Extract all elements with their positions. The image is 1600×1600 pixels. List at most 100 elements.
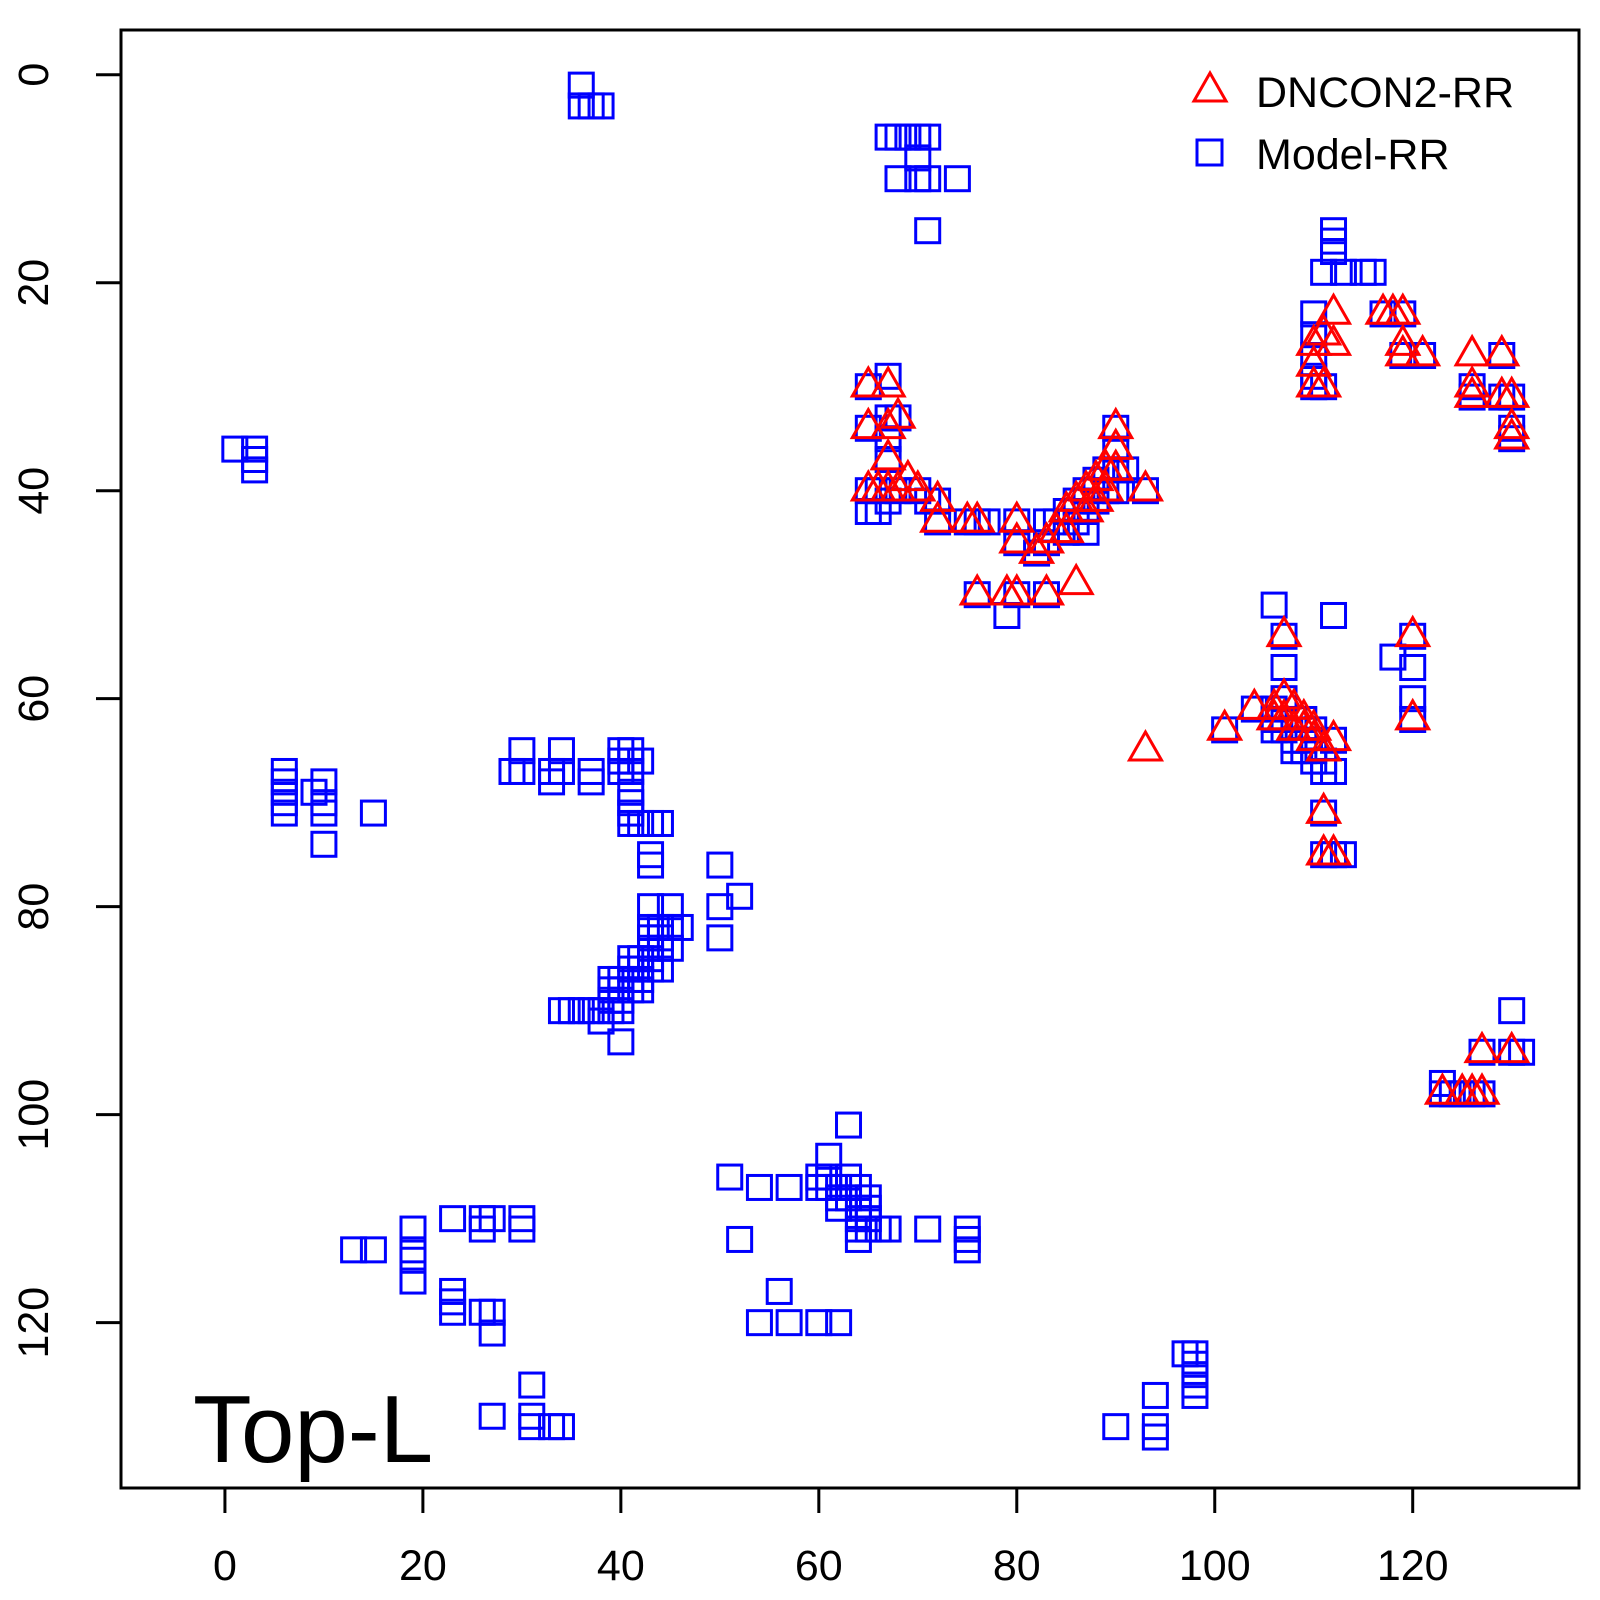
model-rr-point — [547, 1413, 575, 1441]
model-rr-point — [310, 830, 338, 858]
model-rr-point — [627, 747, 655, 775]
model-rr-point — [835, 1184, 863, 1212]
model-rr-point — [538, 768, 566, 796]
dncon2-rr-point — [1463, 1030, 1501, 1064]
model-rr-point — [745, 1309, 773, 1337]
dncon2-rr-point — [1384, 323, 1422, 356]
model-rr-point — [646, 955, 674, 983]
dncon2-rr-point — [869, 437, 907, 471]
dncon2-rr-point — [1295, 323, 1333, 356]
model-rr-point — [547, 757, 575, 785]
legend-label-model-rr: Model-RR — [1256, 131, 1450, 179]
dncon2-rr-point — [869, 406, 907, 440]
dncon2-rr-point — [1483, 333, 1521, 367]
dncon2-rr-point — [1305, 365, 1343, 398]
model-rr-point — [518, 1371, 546, 1399]
model-rr-point — [874, 362, 902, 390]
dncon2-rr-point — [919, 479, 957, 512]
dncon2-rr-point — [1453, 365, 1491, 398]
model-rr-point — [637, 851, 665, 879]
model-rr-point — [508, 1205, 536, 1233]
dncon2-rr-point — [1463, 1072, 1501, 1105]
dncon2-rr-point — [1017, 531, 1056, 564]
dncon2-rr-point — [958, 500, 996, 533]
model-rr-point — [765, 1277, 793, 1305]
model-rr-point — [508, 1215, 536, 1243]
dncon2-rr-point — [1126, 728, 1165, 762]
model-rr-point — [310, 799, 338, 827]
model-rr-point — [607, 997, 635, 1025]
dncon2-rr-point — [1493, 375, 1531, 408]
model-rr-point — [1320, 601, 1348, 629]
model-rr-point — [825, 1309, 853, 1337]
y-tick-label: 100 — [10, 1079, 58, 1151]
dncon2-rr-point — [1314, 323, 1353, 356]
model-rr-point — [478, 1402, 506, 1430]
y-tick-label: 80 — [10, 883, 58, 931]
dncon2-rr-point — [1314, 832, 1353, 866]
y-tick-label: 40 — [10, 467, 58, 515]
x-tick-label: 20 — [399, 1542, 447, 1590]
model-rr-point — [943, 165, 971, 193]
model-rr-point — [884, 165, 912, 193]
model-rr-point — [1498, 997, 1526, 1025]
model-rr-point — [1141, 1381, 1169, 1409]
model-rr-point — [646, 809, 674, 837]
legend: DNCON2-RR Model-RR — [1191, 69, 1514, 179]
x-tick-label: 80 — [993, 1542, 1041, 1590]
model-rr-point — [1102, 1413, 1130, 1441]
model-rr-point — [656, 934, 684, 962]
dncon2-rr-point — [1384, 333, 1422, 367]
dncon2-rr-point — [1097, 427, 1135, 460]
model-rr-point — [726, 882, 754, 910]
model-rr-point — [775, 1173, 803, 1201]
dncon2-rr-point — [998, 572, 1036, 606]
model-rr-point — [300, 778, 328, 806]
dncon2-rr-point — [879, 469, 917, 502]
model-rr-point — [241, 456, 269, 484]
model-rr-point — [577, 768, 605, 796]
dncon2-rr-point — [1027, 572, 1066, 606]
dncon2-rr-point — [1305, 791, 1343, 824]
dncon2-rr-point — [869, 365, 907, 398]
model-rr-point — [468, 1205, 496, 1233]
dncon2-rr-point — [998, 521, 1036, 554]
y-axis: 0 20 40 60 80 100 120 — [10, 63, 123, 1359]
model-rr-point — [706, 893, 734, 921]
dncon2-rr-point — [879, 396, 917, 429]
model-rr-point — [617, 747, 645, 775]
y-tick-label: 0 — [10, 63, 58, 87]
model-rr-point — [716, 1163, 744, 1191]
model-rr-point — [310, 768, 338, 796]
dncon2-rr-point — [1047, 489, 1085, 523]
model-rr-point — [439, 1298, 467, 1326]
model-rr-point — [399, 1267, 427, 1295]
dncon2-rr-point — [1047, 510, 1085, 544]
series-dncon2-rr — [849, 292, 1531, 1105]
dncon2-rr-point — [1067, 489, 1105, 523]
model-rr-point — [1141, 1413, 1169, 1441]
model-rr-point — [439, 1288, 467, 1316]
dncon2-rr-point — [899, 469, 937, 502]
dncon2-rr-point — [958, 572, 996, 606]
dncon2-rr-point — [1305, 728, 1343, 762]
dncon2-rr-point — [849, 406, 887, 440]
model-rr-point — [706, 924, 734, 952]
x-tick-label: 40 — [597, 1542, 645, 1590]
model-rr-point — [1359, 258, 1387, 286]
model-rr-point — [973, 508, 1001, 536]
x-tick-label: 120 — [1377, 1542, 1449, 1590]
model-rr-point — [468, 1215, 496, 1243]
model-rr-point — [825, 1194, 853, 1222]
dncon2-rr-point — [1423, 1072, 1461, 1105]
model-rr-point — [270, 799, 298, 827]
dncon2-rr-point — [1087, 469, 1125, 502]
model-rr-point — [914, 123, 942, 151]
model-rr-point — [617, 757, 645, 785]
model-rr-point — [844, 1173, 872, 1201]
y-tick-label: 120 — [10, 1287, 58, 1359]
panel-label: Top-L — [193, 1376, 433, 1483]
model-rr-point — [1260, 591, 1288, 619]
dncon2-rr-point — [1295, 344, 1333, 377]
model-rr-point — [874, 1215, 902, 1243]
